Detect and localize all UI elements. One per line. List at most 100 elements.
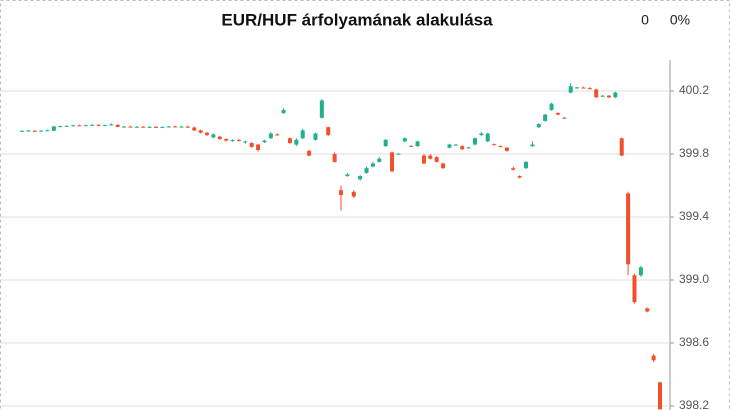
candle-body <box>115 124 120 127</box>
candle-body <box>147 126 152 128</box>
candle-body <box>434 157 439 162</box>
candle-body <box>179 126 184 128</box>
candle-body <box>390 152 395 172</box>
candle-body <box>606 95 611 98</box>
candle-body <box>307 150 312 156</box>
candle-body <box>160 126 165 128</box>
candle-body <box>511 168 516 170</box>
candle-body <box>166 126 171 128</box>
candle-body <box>26 130 31 132</box>
candle-body <box>638 267 643 276</box>
candle-body <box>51 126 56 131</box>
y-tick-label: 399.0 <box>679 272 709 286</box>
candle-body <box>90 124 95 126</box>
candle-body <box>568 86 573 93</box>
candle-body <box>45 130 50 132</box>
change: 0 <box>641 12 649 28</box>
candle-body <box>211 134 216 138</box>
candle-body <box>536 124 541 128</box>
candle-body <box>453 144 458 146</box>
y-tick-label: 398.6 <box>679 335 709 349</box>
candle-body <box>600 95 605 97</box>
candle-body <box>383 139 388 147</box>
candle-body <box>658 382 662 410</box>
candle-body <box>128 126 133 128</box>
candle-body <box>236 140 241 142</box>
candle-body <box>575 87 580 89</box>
candle-body <box>96 124 101 126</box>
candle-body <box>185 126 190 128</box>
candle-body <box>192 127 197 131</box>
candle-body <box>262 140 267 143</box>
candle-body <box>517 176 522 178</box>
candle-body <box>441 163 446 169</box>
candle-body <box>504 147 509 151</box>
candle-body <box>370 163 375 167</box>
candle-body <box>460 146 465 150</box>
candle-body <box>20 130 24 132</box>
candle-body <box>351 191 356 197</box>
candle-body <box>58 126 63 128</box>
candle-body <box>651 355 656 361</box>
candle-body <box>134 126 139 128</box>
candle-body <box>619 138 624 156</box>
candle-body <box>498 146 503 148</box>
candle-body <box>243 141 248 143</box>
candle-body <box>543 114 548 121</box>
candle-body <box>77 125 82 127</box>
candle-body <box>122 126 127 128</box>
candle-body <box>364 168 369 173</box>
candle-body <box>421 155 426 164</box>
candle-body <box>256 144 261 151</box>
candle-body <box>71 125 76 127</box>
candle-body <box>562 117 567 119</box>
y-tick-label: 400.2 <box>679 83 709 97</box>
candle-body <box>141 126 146 128</box>
y-tick-label: 399.4 <box>679 209 709 223</box>
candle-body <box>224 139 229 141</box>
candle-body <box>275 134 280 136</box>
candle-body <box>645 308 650 312</box>
candle-body <box>492 144 497 146</box>
candle-body <box>626 193 631 265</box>
candle-body <box>555 113 560 115</box>
candle-body <box>479 133 484 136</box>
candle-body <box>32 130 37 132</box>
candle-body <box>447 144 452 148</box>
candle-body <box>632 275 637 303</box>
candle-body <box>613 92 618 98</box>
candle-body <box>39 130 44 132</box>
candle-body <box>109 124 114 126</box>
candle-body <box>294 139 299 145</box>
candle-body <box>530 144 535 147</box>
candle-body <box>326 127 331 136</box>
candle-body <box>345 174 350 177</box>
candle-body <box>472 138 477 145</box>
candle-body <box>83 125 88 127</box>
candle-body <box>249 142 254 147</box>
candle-body <box>205 132 210 136</box>
candle-body <box>402 138 407 142</box>
candle-body <box>415 141 420 147</box>
candle-body <box>332 154 337 162</box>
candle-body <box>230 140 235 142</box>
candle-body <box>594 89 599 98</box>
candle-body <box>313 133 318 140</box>
candle-body <box>396 153 401 155</box>
candle-body <box>64 125 69 127</box>
candle-body <box>409 145 414 147</box>
candle-body <box>198 130 203 133</box>
candle-body <box>102 125 107 127</box>
candle-body <box>153 126 158 128</box>
y-tick-label: 398.2 <box>679 398 709 410</box>
candle-body <box>281 109 286 114</box>
candle-body <box>524 161 529 169</box>
candle-body <box>581 87 586 89</box>
candle-body <box>173 126 178 128</box>
candle-body <box>428 155 433 159</box>
change-percent: 0% <box>670 12 690 28</box>
candle-body <box>300 130 305 139</box>
candle-body <box>466 147 471 149</box>
